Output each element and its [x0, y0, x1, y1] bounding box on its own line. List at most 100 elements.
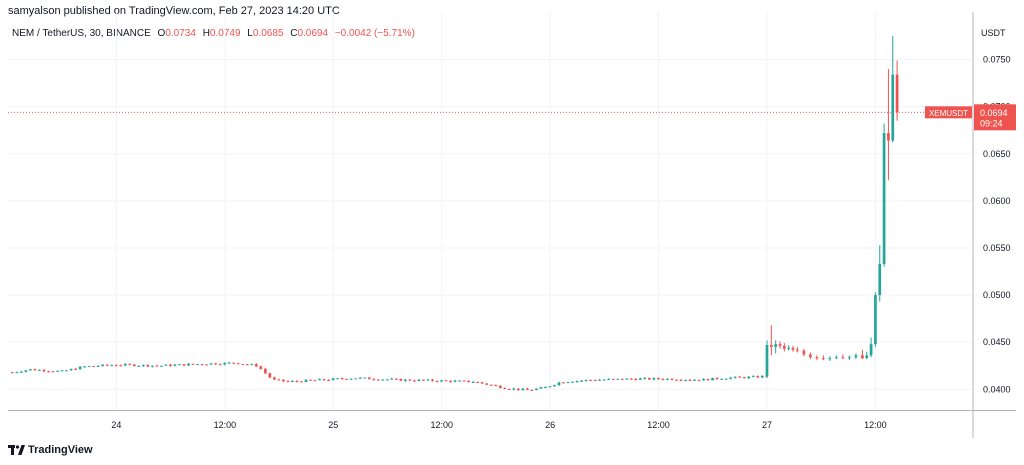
- x-tick-label: 12:00: [214, 420, 237, 430]
- candle-down: [688, 379, 692, 381]
- candle-up: [760, 375, 764, 378]
- candle-down: [309, 379, 312, 381]
- candle-down: [670, 378, 674, 380]
- x-tick-label: 12:00: [864, 420, 887, 430]
- close-value: 0.0694: [297, 28, 329, 39]
- candle-down: [480, 382, 484, 384]
- candle-up: [38, 369, 41, 371]
- candle-down: [340, 378, 344, 380]
- candle-up: [440, 380, 443, 382]
- candle-down: [431, 379, 434, 381]
- y-tick-label: 0.0450: [983, 337, 1011, 347]
- candle-down: [51, 371, 55, 373]
- chart-axes: 0.07500.07000.06500.06000.05500.05000.04…: [8, 12, 1016, 438]
- candle-up: [96, 366, 100, 368]
- y-tick-label: 0.0500: [983, 290, 1011, 300]
- candle-up: [557, 382, 561, 386]
- candle-up: [29, 369, 32, 371]
- candle-up: [865, 355, 869, 359]
- candle-up: [24, 370, 28, 372]
- candle-down: [236, 363, 240, 365]
- candle-up: [15, 372, 19, 374]
- candle-up: [693, 379, 696, 381]
- candle-up: [291, 381, 294, 383]
- candle-down: [399, 378, 403, 381]
- candle-up: [874, 295, 877, 345]
- candle-up: [724, 378, 728, 380]
- candle-down: [822, 358, 825, 360]
- low-value: 0.0685: [252, 28, 284, 39]
- candle-down: [128, 364, 132, 366]
- candle-up: [173, 364, 177, 366]
- candle-up: [720, 378, 723, 380]
- candle-up: [652, 378, 656, 380]
- candle-up: [349, 378, 353, 380]
- candle-down: [498, 385, 502, 389]
- candle-up: [318, 379, 321, 381]
- candle-up: [78, 366, 82, 370]
- candle-down: [295, 381, 299, 383]
- candle-up: [848, 357, 851, 359]
- candle-down: [372, 379, 376, 381]
- candle-up: [417, 379, 421, 381]
- candle-down: [282, 379, 285, 382]
- candle-down: [895, 74, 899, 113]
- y-tick-label: 0.0750: [983, 55, 1011, 65]
- x-tick-label: 27: [762, 420, 772, 430]
- symbol-title[interactable]: NEM / TetherUS, 30, BINANCE: [12, 28, 151, 39]
- candle-down: [254, 364, 258, 367]
- candle-down: [92, 366, 96, 368]
- candle-up: [571, 381, 574, 383]
- candle-up: [354, 378, 358, 380]
- candle-down: [191, 363, 195, 365]
- candle-up: [580, 380, 583, 382]
- x-tick-label: 12:00: [647, 420, 670, 430]
- candle-up: [598, 379, 602, 381]
- candle-up: [141, 364, 145, 366]
- candle-up: [733, 376, 737, 378]
- candle-down: [887, 133, 890, 141]
- candle-up: [178, 364, 181, 366]
- tradingview-logo[interactable]: TradingView: [8, 444, 93, 456]
- candle-up: [187, 363, 190, 366]
- candle-down: [105, 364, 109, 366]
- candle-down: [214, 363, 217, 365]
- candle-down: [593, 380, 597, 382]
- candle-up: [363, 377, 367, 379]
- candle-up: [666, 378, 669, 380]
- candle-up: [250, 364, 254, 366]
- symbol-tag: XEMUSDT: [929, 109, 968, 118]
- candle-up: [638, 378, 642, 380]
- y-tick-label: 0.0550: [983, 243, 1011, 253]
- candle-up: [878, 263, 882, 296]
- candle-down: [489, 384, 493, 386]
- candle-up: [426, 379, 430, 381]
- candle-up: [891, 74, 895, 141]
- candle-up: [223, 362, 227, 365]
- candle-down: [232, 362, 236, 364]
- candle-down: [182, 364, 186, 366]
- candle-up: [828, 358, 832, 360]
- candle-up: [702, 378, 705, 381]
- candle-down: [394, 378, 398, 380]
- candle-down: [169, 364, 172, 366]
- candle-up: [751, 376, 755, 378]
- candle-up: [151, 365, 154, 367]
- open-label: O: [157, 28, 166, 39]
- candle-up: [87, 366, 91, 368]
- candle-down: [467, 380, 470, 383]
- high-label: H: [202, 28, 210, 39]
- candle-down: [313, 380, 317, 382]
- candle-down: [778, 344, 782, 346]
- open-value: 0.0734: [165, 28, 196, 39]
- candle-up: [358, 377, 362, 379]
- candle-up: [602, 379, 606, 381]
- candle-down: [300, 381, 303, 383]
- candle-down: [503, 388, 507, 390]
- candle-down: [74, 368, 77, 370]
- candle-up: [404, 379, 407, 381]
- candle-down: [675, 379, 678, 381]
- x-tick-label: 25: [328, 420, 338, 430]
